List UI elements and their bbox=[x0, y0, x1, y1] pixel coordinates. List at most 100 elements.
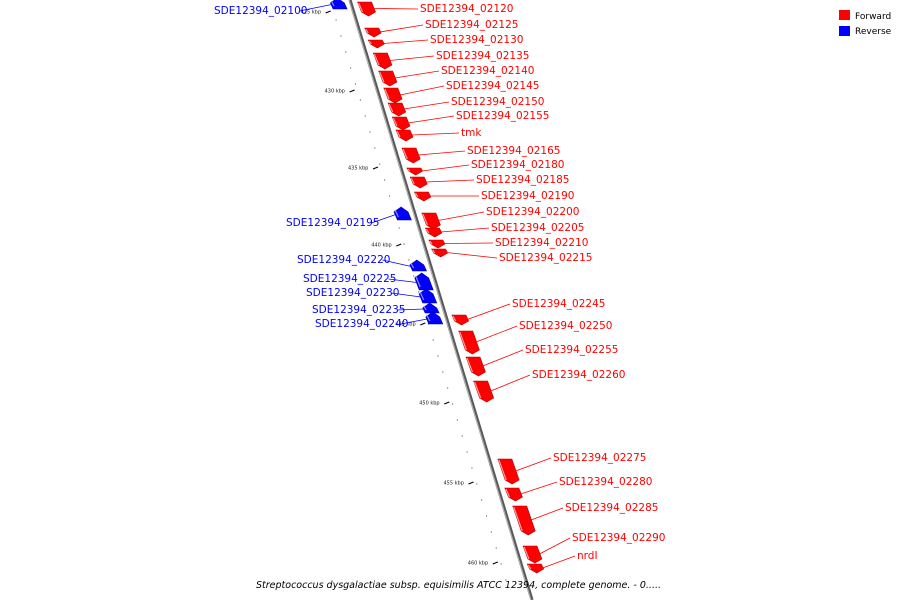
gene-glyph[interactable] bbox=[465, 356, 486, 377]
gene-glyph[interactable] bbox=[391, 116, 411, 131]
gene-label[interactable]: SDE12394_02225 bbox=[303, 273, 396, 285]
gene-SDE12394_02230[interactable]: SDE12394_02230 bbox=[306, 287, 438, 304]
gene-SDE12394_02290[interactable]: SDE12394_02290 bbox=[522, 532, 665, 564]
gene-label[interactable]: SDE12394_02130 bbox=[430, 34, 523, 46]
gene-label[interactable]: SDE12394_02235 bbox=[312, 304, 405, 316]
gene-glyph[interactable] bbox=[409, 176, 428, 189]
gene-label[interactable]: SDE12394_02205 bbox=[491, 222, 584, 234]
gene-SDE12394_02245[interactable]: SDE12394_02245 bbox=[451, 298, 606, 326]
gene-label[interactable]: SDE12394_02100 bbox=[214, 5, 307, 17]
gene-label[interactable]: SDE12394_02155 bbox=[456, 110, 549, 122]
gene-glyph[interactable] bbox=[395, 129, 414, 142]
gene-SDE12394_02250[interactable]: SDE12394_02250 bbox=[458, 320, 613, 355]
gene-label[interactable]: SDE12394_02120 bbox=[420, 3, 513, 15]
gene-glyph[interactable] bbox=[364, 27, 382, 38]
gene-glyph[interactable] bbox=[497, 458, 520, 485]
gene-SDE12394_02135[interactable]: SDE12394_02135 bbox=[372, 50, 529, 70]
gene-label[interactable]: SDE12394_02215 bbox=[499, 252, 592, 264]
gene-label[interactable]: SDE12394_02145 bbox=[446, 80, 539, 92]
gene-SDE12394_02205[interactable]: SDE12394_02205 bbox=[424, 222, 584, 238]
gene-label[interactable]: SDE12394_02150 bbox=[451, 96, 544, 108]
gene-SDE12394_02255[interactable]: SDE12394_02255 bbox=[465, 344, 618, 377]
gene-leader-line bbox=[408, 115, 455, 124]
gene-tmk[interactable]: tmk bbox=[395, 127, 482, 142]
gene-SDE12394_02220[interactable]: SDE12394_02220 bbox=[297, 254, 428, 272]
gene-label[interactable]: SDE12394_02260 bbox=[532, 369, 625, 381]
gene-label[interactable]: SDE12394_02210 bbox=[495, 237, 588, 249]
gene-SDE12394_02145[interactable]: SDE12394_02145 bbox=[383, 80, 540, 104]
gene-glyph[interactable] bbox=[504, 487, 523, 502]
legend-reverse-label: Reverse bbox=[855, 27, 892, 37]
gene-glyph-highlight bbox=[505, 488, 511, 498]
minor-tick bbox=[490, 531, 492, 533]
gene-label[interactable]: SDE12394_02190 bbox=[481, 190, 574, 202]
gene-glyph[interactable] bbox=[413, 191, 432, 202]
gene-SDE12394_02210[interactable]: SDE12394_02210 bbox=[428, 237, 589, 249]
gene-SDE12394_02280[interactable]: SDE12394_02280 bbox=[504, 476, 653, 502]
gene-SDE12394_02235[interactable]: SDE12394_02235 bbox=[312, 302, 440, 316]
gene-SDE12394_02155[interactable]: SDE12394_02155 bbox=[391, 110, 549, 131]
gene-SDE12394_02180[interactable]: SDE12394_02180 bbox=[406, 159, 565, 176]
gene-glyph[interactable] bbox=[526, 563, 545, 574]
gene-label[interactable]: SDE12394_02285 bbox=[565, 502, 658, 514]
gene-glyph[interactable] bbox=[458, 330, 480, 355]
gene-SDE12394_02140[interactable]: SDE12394_02140 bbox=[378, 65, 535, 87]
gene-label[interactable]: SDE12394_02200 bbox=[486, 206, 579, 218]
gene-glyph[interactable] bbox=[473, 380, 495, 403]
gene-glyph[interactable] bbox=[451, 314, 470, 326]
gene-SDE12394_02130[interactable]: SDE12394_02130 bbox=[367, 34, 523, 49]
gene-SDE12394_02200[interactable]: SDE12394_02200 bbox=[421, 206, 580, 230]
gene-SDE12394_02275[interactable]: SDE12394_02275 bbox=[497, 452, 647, 485]
scale-ticks: 425 kbp 430 kbp 435 kbp 440 kbp 445 kbp 450 k… bbox=[301, 10, 507, 581]
gene-SDE12394_02240[interactable]: SDE12394_02240 bbox=[315, 311, 444, 330]
gene-label[interactable]: nrdI bbox=[577, 550, 598, 562]
gene-SDE12394_02215[interactable]: SDE12394_02215 bbox=[431, 248, 593, 264]
gene-glyph[interactable] bbox=[431, 248, 449, 258]
gene-glyph[interactable] bbox=[357, 1, 376, 17]
gene-label[interactable]: SDE12394_02290 bbox=[572, 532, 665, 544]
gene-SDE12394_02285[interactable]: SDE12394_02285 bbox=[512, 502, 659, 536]
gene-SDE12394_02185[interactable]: SDE12394_02185 bbox=[409, 174, 569, 189]
gene-SDE12394_02225[interactable]: SDE12394_02225 bbox=[303, 272, 434, 291]
gene-glyph[interactable] bbox=[367, 39, 385, 49]
minor-tick bbox=[456, 419, 458, 421]
gene-SDE12394_02150[interactable]: SDE12394_02150 bbox=[387, 96, 544, 117]
minor-tick bbox=[350, 67, 352, 69]
gene-glyph[interactable] bbox=[512, 505, 536, 536]
gene-label[interactable]: SDE12394_02135 bbox=[436, 50, 529, 62]
gene-glyph[interactable] bbox=[387, 102, 407, 117]
gene-label[interactable]: SDE12394_02220 bbox=[297, 254, 390, 266]
gene-label[interactable]: SDE12394_02275 bbox=[553, 452, 646, 464]
gene-label[interactable]: SDE12394_02245 bbox=[512, 298, 605, 310]
gene-SDE12394_02100[interactable]: SDE12394_02100 bbox=[214, 0, 348, 17]
gene-label[interactable]: SDE12394_02250 bbox=[519, 320, 612, 332]
gene-SDE12394_02260[interactable]: SDE12394_02260 bbox=[473, 369, 626, 403]
gene-SDE12394_02165[interactable]: SDE12394_02165 bbox=[401, 145, 560, 164]
gene-label[interactable]: SDE12394_02140 bbox=[441, 65, 534, 77]
gene-label[interactable]: SDE12394_02195 bbox=[286, 217, 379, 229]
gene-glyph[interactable] bbox=[421, 212, 441, 230]
gene-label[interactable]: SDE12394_02165 bbox=[467, 145, 560, 157]
gene-glyph[interactable] bbox=[428, 239, 446, 249]
gene-label[interactable]: tmk bbox=[461, 127, 482, 139]
gene-label[interactable]: SDE12394_02240 bbox=[315, 318, 408, 330]
gene-glyph[interactable] bbox=[406, 167, 424, 176]
gene-SDE12394_02190[interactable]: SDE12394_02190 bbox=[413, 190, 574, 202]
gene-SDE12394_02125[interactable]: SDE12394_02125 bbox=[364, 19, 519, 38]
gene-glyph[interactable] bbox=[424, 227, 443, 238]
gene-label[interactable]: SDE12394_02185 bbox=[476, 174, 569, 186]
gene-label[interactable]: SDE12394_02255 bbox=[525, 344, 618, 356]
gene-glyph[interactable] bbox=[522, 545, 543, 564]
gene-label[interactable]: SDE12394_02280 bbox=[559, 476, 652, 488]
gene-label[interactable]: SDE12394_02230 bbox=[306, 287, 399, 299]
gene-SDE12394_02120[interactable]: SDE12394_02120 bbox=[357, 1, 514, 17]
gene-label[interactable]: SDE12394_02125 bbox=[425, 19, 518, 31]
gene-glyph[interactable] bbox=[383, 87, 403, 104]
gene-label[interactable]: SDE12394_02180 bbox=[471, 159, 564, 171]
tick-label: 450 kbp bbox=[419, 401, 439, 407]
gene-glyph[interactable] bbox=[401, 147, 421, 164]
gene-glyph[interactable] bbox=[378, 70, 398, 87]
gene-nrdI[interactable]: nrdI bbox=[526, 550, 598, 574]
gene-SDE12394_02195[interactable]: SDE12394_02195 bbox=[286, 206, 412, 229]
gene-glyph[interactable] bbox=[372, 52, 393, 70]
